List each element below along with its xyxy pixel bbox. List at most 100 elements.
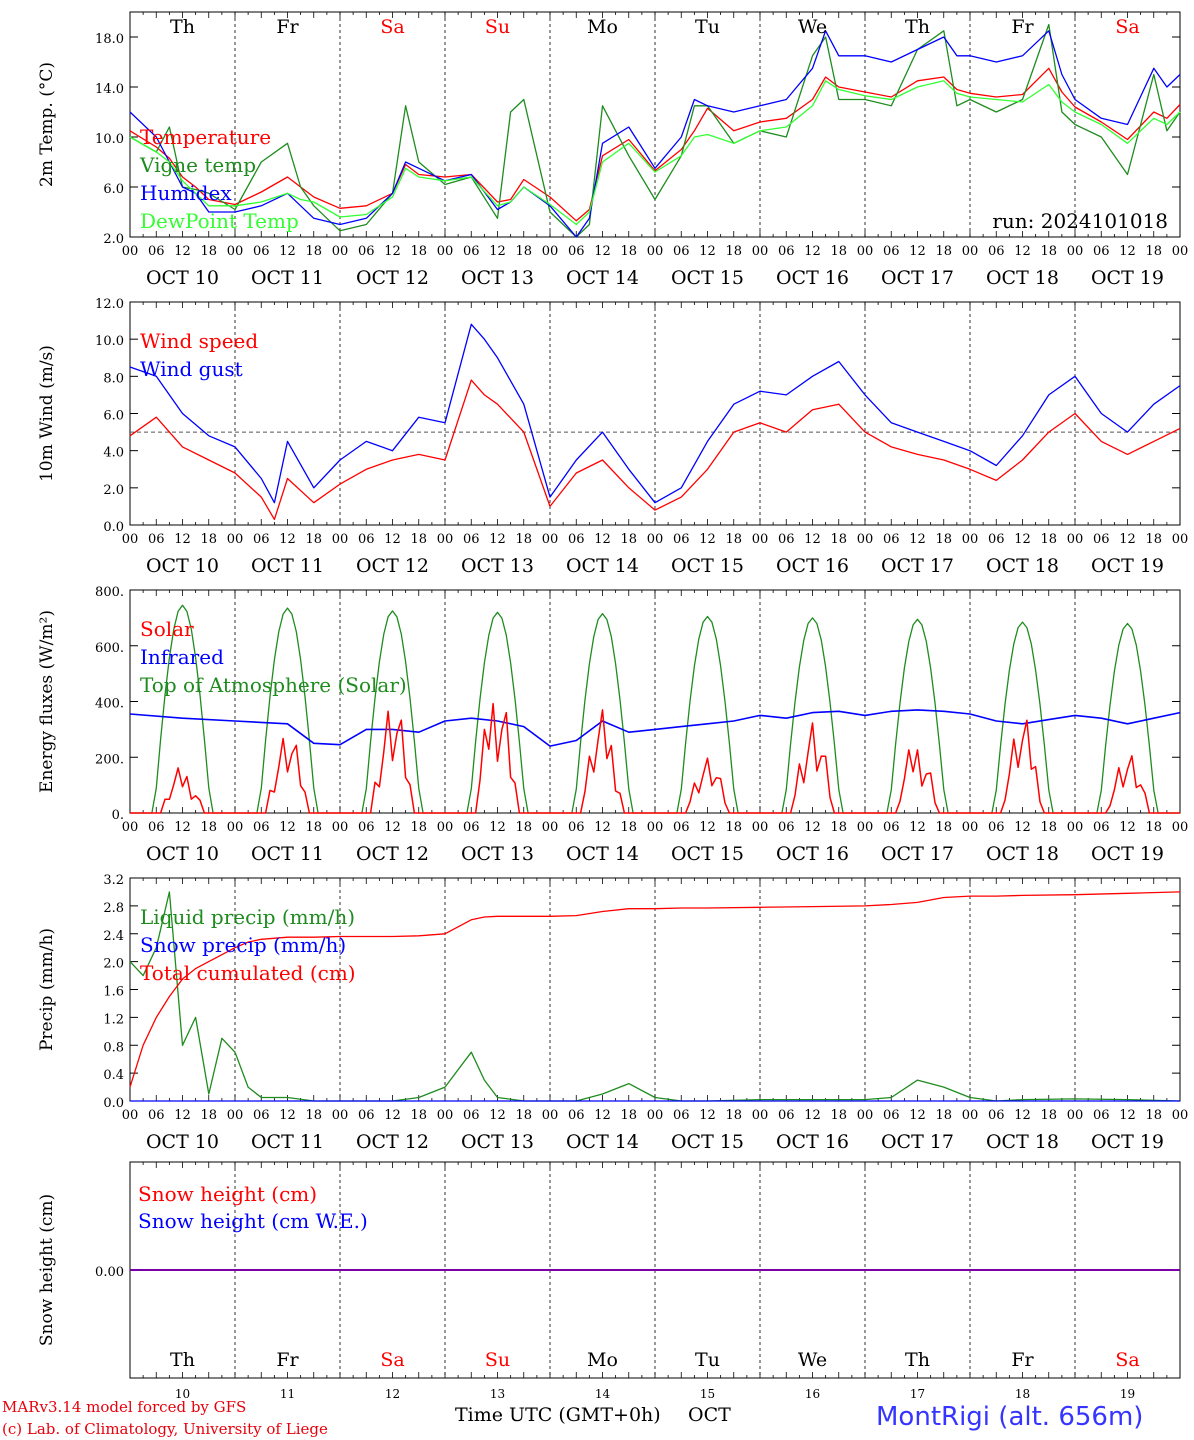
weekday-label-bottom: Th xyxy=(170,1349,195,1371)
date-label: OCT 13 xyxy=(461,843,534,865)
date-label: OCT 10 xyxy=(146,267,219,289)
snow-legend-2: Snow height (cm W.E.) xyxy=(138,1209,368,1233)
weekday-label-bottom: Su xyxy=(485,1349,510,1371)
date-label: OCT 15 xyxy=(671,555,744,577)
wind-y-axis-label: 10m Wind (m/s) xyxy=(37,345,57,482)
hour-tick-label: 12 xyxy=(1119,1108,1136,1123)
hour-tick-label: 18 xyxy=(830,820,847,835)
wind-series-1 xyxy=(129,379,1181,521)
weekday-label-top: Th xyxy=(170,16,195,38)
weekday-label-top: Sa xyxy=(380,16,404,38)
hour-tick-label: 06 xyxy=(463,244,480,259)
hour-tick-label: 00 xyxy=(1067,820,1084,835)
hour-tick-label: 00 xyxy=(857,820,874,835)
hour-tick-label: 06 xyxy=(673,244,690,259)
y-tick-label: 2.4 xyxy=(103,929,124,944)
hour-tick-label: 00 xyxy=(962,820,979,835)
hour-tick-label: 06 xyxy=(568,244,585,259)
date-label: OCT 10 xyxy=(146,555,219,577)
date-label: OCT 18 xyxy=(986,843,1059,865)
hour-tick-label: 12 xyxy=(804,1108,821,1123)
date-label: OCT 18 xyxy=(986,555,1059,577)
model-credit: MARv3.14 model forced by GFS xyxy=(2,1398,247,1416)
hour-tick-label: 12 xyxy=(279,1108,296,1123)
hour-tick-label: 12 xyxy=(909,532,926,547)
hour-tick-label: 06 xyxy=(568,820,585,835)
date-label: OCT 11 xyxy=(251,843,324,865)
precip-series-1 xyxy=(129,891,1181,1102)
hour-tick-label: 06 xyxy=(1093,820,1110,835)
hour-tick-label: 18 xyxy=(515,820,532,835)
solar-series xyxy=(130,702,1180,814)
weekday-label-top: Sa xyxy=(1115,16,1139,38)
run-annotation: run: 2024101018 xyxy=(992,209,1168,233)
hour-tick-label: 06 xyxy=(673,1108,690,1123)
date-label: OCT 19 xyxy=(1091,843,1164,865)
date-label: OCT 15 xyxy=(671,1131,744,1153)
hour-tick-label: 06 xyxy=(463,820,480,835)
weekday-label-top: Fr xyxy=(1011,16,1034,38)
day-number-label: 19 xyxy=(1120,1387,1135,1401)
hour-tick-label: 18 xyxy=(515,244,532,259)
date-label: OCT 13 xyxy=(461,1131,534,1153)
date-label: OCT 12 xyxy=(356,1131,429,1153)
weekday-label-bottom: Fr xyxy=(276,1349,299,1371)
hour-tick-label: 00 xyxy=(332,1108,349,1123)
hour-tick-label: 06 xyxy=(1093,1108,1110,1123)
hour-tick-label: 00 xyxy=(962,244,979,259)
hour-tick-label: 00 xyxy=(752,244,769,259)
hour-tick-label: 18 xyxy=(200,820,217,835)
hour-tick-label: 06 xyxy=(463,532,480,547)
hour-tick-label: 12 xyxy=(279,244,296,259)
panel-frame xyxy=(129,301,1181,526)
hour-tick-label: 12 xyxy=(174,820,191,835)
date-label: OCT 11 xyxy=(251,267,324,289)
hour-tick-label: 06 xyxy=(883,820,900,835)
day-number-label: 14 xyxy=(595,1387,611,1401)
hour-tick-label: 18 xyxy=(410,820,427,835)
weekday-label-bottom: Th xyxy=(905,1349,930,1371)
date-label: OCT 10 xyxy=(146,1131,219,1153)
y-tick-label: 10.0 xyxy=(95,334,124,349)
hour-tick-label: 00 xyxy=(542,1108,559,1123)
energy-y-axis-label: Energy fluxes (W/m²) xyxy=(37,610,57,793)
hour-tick-label: 06 xyxy=(358,532,375,547)
date-label: OCT 10 xyxy=(146,843,219,865)
hour-tick-label: 00 xyxy=(752,1108,769,1123)
hour-tick-label: 12 xyxy=(279,532,296,547)
hour-tick-label: 18 xyxy=(515,532,532,547)
weekday-label-bottom: Sa xyxy=(1115,1349,1139,1371)
date-label: OCT 14 xyxy=(566,1131,639,1153)
hour-tick-label: 00 xyxy=(227,244,244,259)
hour-tick-label: 00 xyxy=(332,820,349,835)
date-label: OCT 15 xyxy=(671,843,744,865)
hour-tick-label: 18 xyxy=(410,1108,427,1123)
hour-tick-label: 00 xyxy=(437,244,454,259)
y-tick-label: 18.0 xyxy=(95,32,124,47)
hour-tick-label: 18 xyxy=(830,244,847,259)
hour-tick-label: 00 xyxy=(542,532,559,547)
y-tick-label: 6.0 xyxy=(103,409,124,424)
hour-tick-label: 00 xyxy=(332,532,349,547)
energy-legend-2: Infrared xyxy=(140,645,224,669)
date-label: OCT 14 xyxy=(566,267,639,289)
temp-series-1 xyxy=(129,67,1181,222)
y-tick-label: 0.4 xyxy=(103,1068,124,1083)
hour-tick-label: 12 xyxy=(699,820,716,835)
hour-tick-label: 12 xyxy=(489,532,506,547)
hour-tick-label: 00 xyxy=(647,1108,664,1123)
day-number-label: 12 xyxy=(385,1387,400,1401)
hour-tick-label: 18 xyxy=(1145,244,1162,259)
hour-tick-label: 12 xyxy=(909,820,926,835)
hour-tick-label: 18 xyxy=(935,244,952,259)
day-number-label: 11 xyxy=(280,1387,295,1401)
hour-tick-label: 12 xyxy=(1014,244,1031,259)
hour-tick-label: 12 xyxy=(174,1108,191,1123)
hour-tick-label: 12 xyxy=(804,244,821,259)
weekday-label-top: Tu xyxy=(695,16,720,38)
hour-tick-label: 06 xyxy=(673,532,690,547)
date-label: OCT 11 xyxy=(251,1131,324,1153)
weekday-label-top: Mo xyxy=(587,16,618,38)
hour-tick-label: 06 xyxy=(358,820,375,835)
temp-series-2 xyxy=(129,23,1181,238)
